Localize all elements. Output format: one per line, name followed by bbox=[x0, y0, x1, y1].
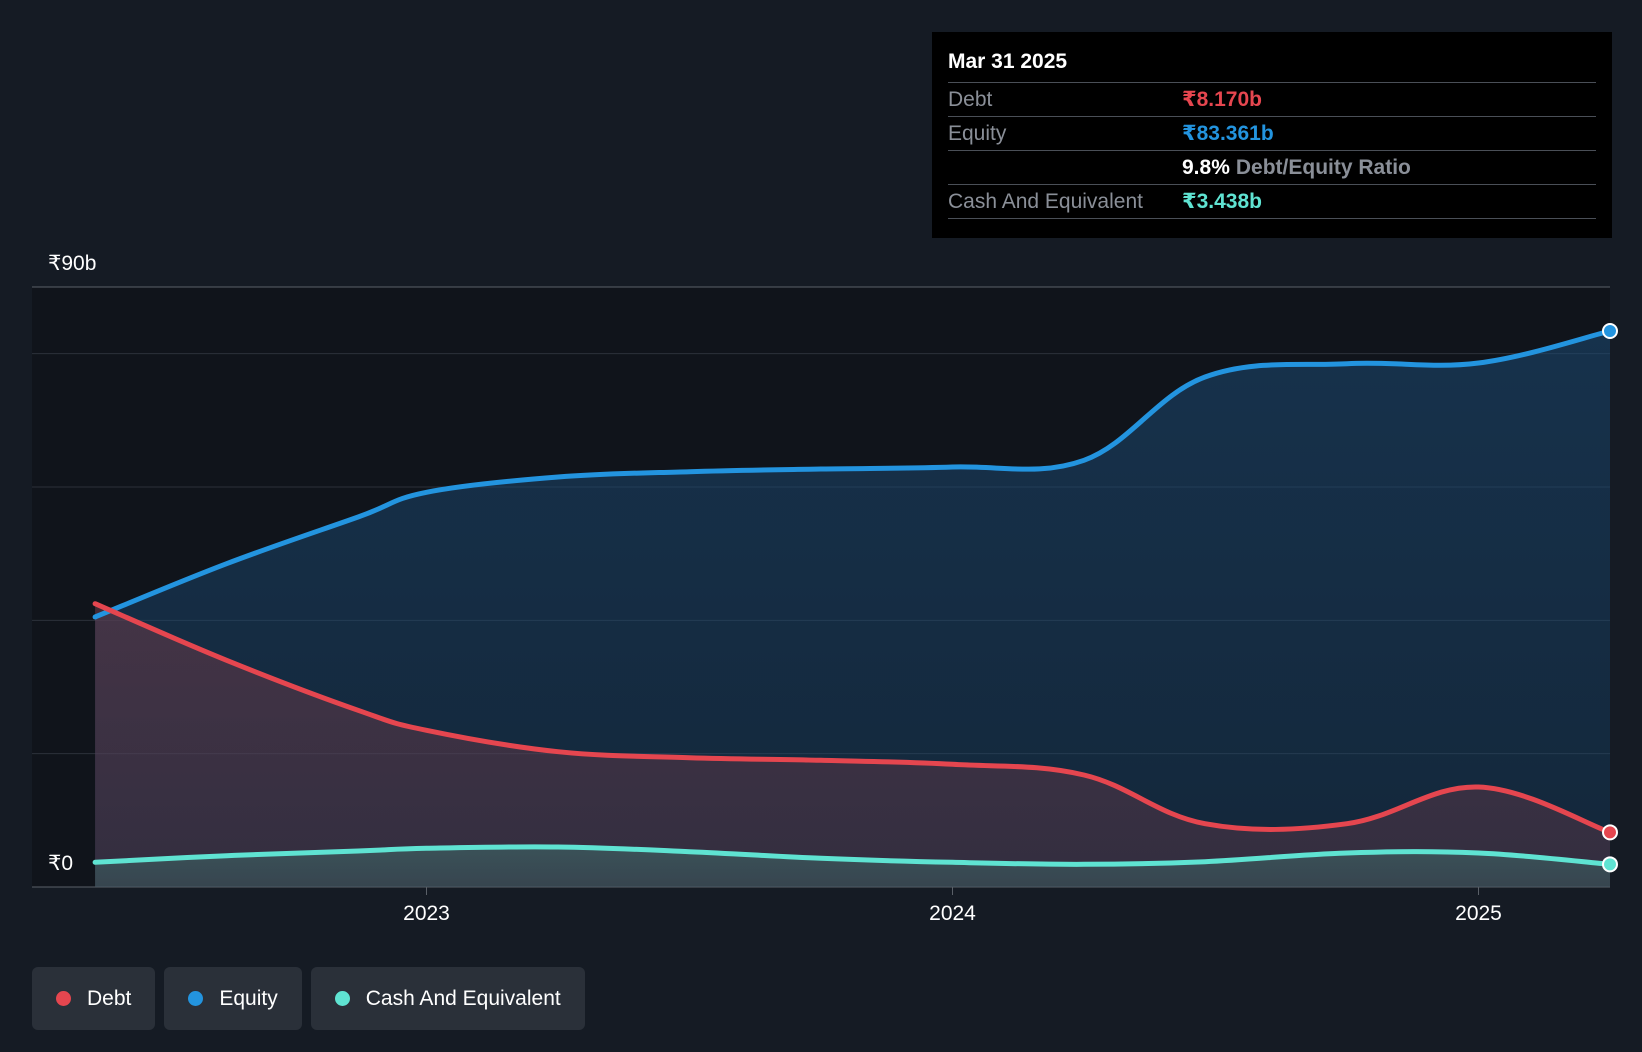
tooltip-equity-value: ₹83.361b bbox=[1182, 122, 1274, 145]
tooltip-row-equity: Equity ₹83.361b bbox=[948, 116, 1596, 150]
x-tick-label: 2024 bbox=[929, 902, 976, 925]
y-tick-label-top: ₹90b bbox=[48, 252, 96, 275]
legend-label-debt: Debt bbox=[87, 986, 132, 1010]
end-markers bbox=[1602, 323, 1618, 873]
legend: Debt Equity Cash And Equivalent bbox=[32, 967, 585, 1030]
legend-item-equity[interactable]: Equity bbox=[164, 967, 302, 1030]
tooltip-row-cash: Cash And Equivalent ₹3.438b bbox=[948, 184, 1596, 219]
tooltip-row-ratio: 9.8% Debt/Equity Ratio bbox=[948, 150, 1596, 184]
line-cash bbox=[92, 844, 1613, 867]
line-equity bbox=[92, 328, 1613, 620]
legend-label-equity: Equity bbox=[219, 986, 278, 1010]
tooltip-cash-label: Cash And Equivalent bbox=[948, 189, 1143, 213]
area-debt bbox=[95, 603, 1611, 887]
end-dot-cash[interactable] bbox=[1602, 856, 1618, 873]
area-cash bbox=[95, 846, 1611, 887]
x-tick-label: 2023 bbox=[403, 902, 450, 925]
legend-dot-debt bbox=[56, 991, 71, 1006]
tooltip-date: Mar 31 2025 bbox=[948, 50, 1068, 73]
tooltip-cash-value: ₹3.438b bbox=[1182, 190, 1262, 213]
tooltip-debt-value: ₹8.170b bbox=[1182, 88, 1262, 111]
tooltip-ratio-value: 9.8% bbox=[1182, 155, 1230, 179]
legend-item-cash[interactable]: Cash And Equivalent bbox=[310, 967, 585, 1030]
end-dot-equity[interactable] bbox=[1602, 323, 1618, 339]
tooltip-debt-label: Debt bbox=[948, 87, 993, 111]
end-dot-debt[interactable] bbox=[1602, 824, 1618, 841]
series-lines bbox=[92, 328, 1613, 867]
legend-label-cash: Cash And Equivalent bbox=[365, 986, 561, 1010]
line-debt bbox=[92, 601, 1613, 835]
tooltip-equity-label: Equity bbox=[948, 121, 1007, 145]
legend-item-debt[interactable]: Debt bbox=[32, 967, 156, 1030]
x-tick-label: 2025 bbox=[1455, 902, 1502, 925]
tooltip-panel: Mar 31 2025 Debt ₹8.170b Equity ₹83.361b… bbox=[932, 32, 1612, 238]
legend-dot-cash bbox=[334, 991, 350, 1006]
tooltip-row-debt: Debt ₹8.170b bbox=[948, 82, 1596, 116]
axis-ticks: 2023 2024 2025 ₹90b ₹0 bbox=[48, 252, 1502, 925]
series-areas bbox=[95, 331, 1611, 887]
tooltip-ratio-label: Debt/Equity Ratio bbox=[1235, 155, 1411, 179]
legend-dot-equity bbox=[188, 991, 204, 1006]
y-tick-label-bottom: ₹0 bbox=[48, 852, 73, 875]
